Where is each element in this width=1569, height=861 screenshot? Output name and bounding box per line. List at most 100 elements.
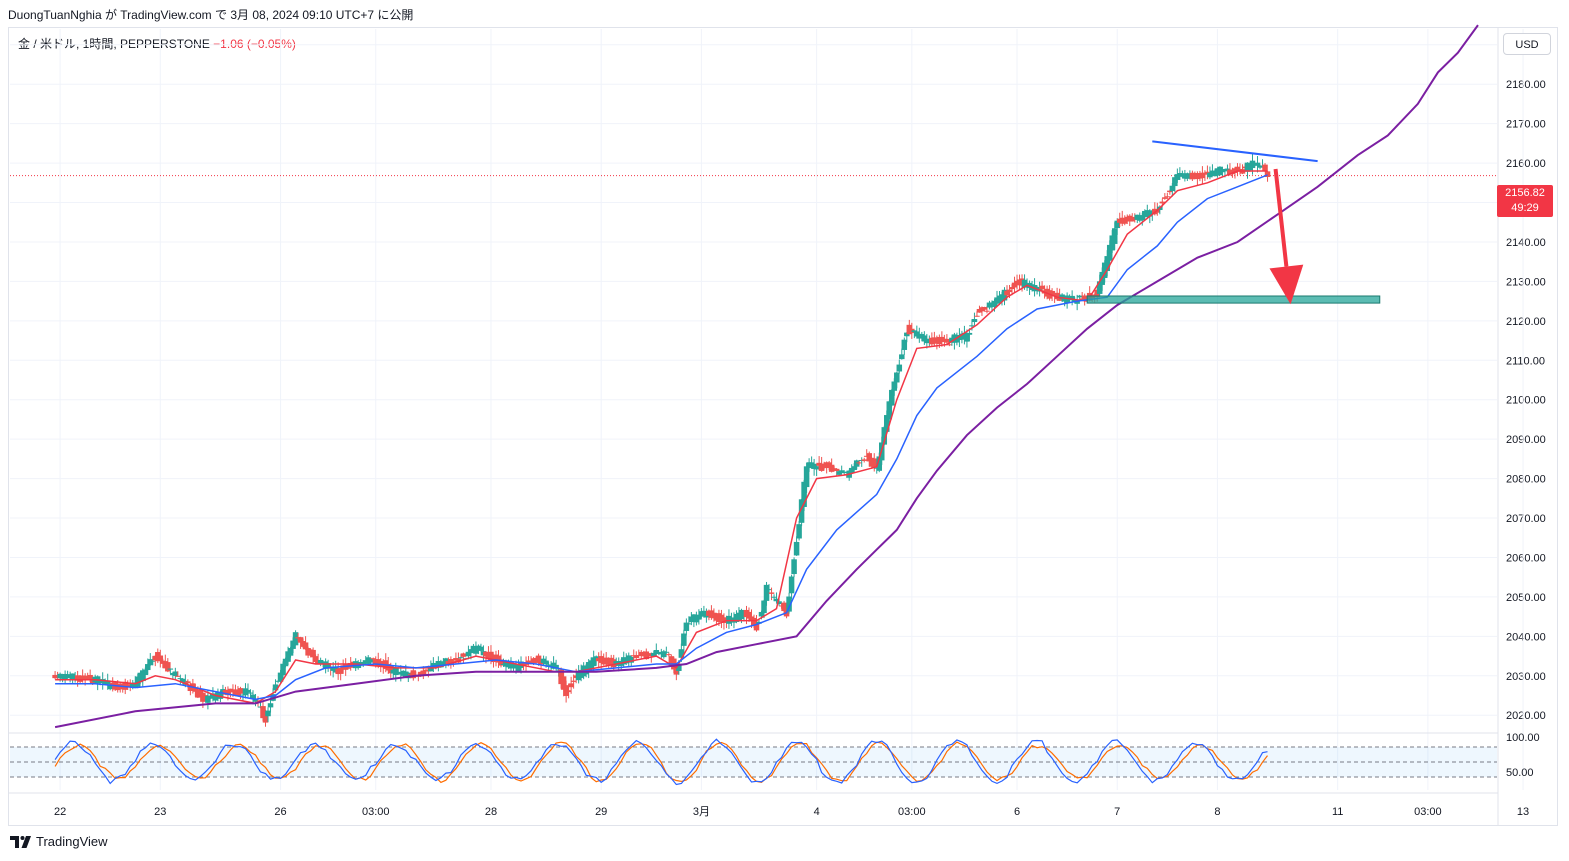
x-tick-label: 11 xyxy=(1332,806,1343,818)
candle-body xyxy=(813,466,820,470)
candle-body xyxy=(841,471,847,474)
candle-body xyxy=(1074,300,1080,304)
candle-body xyxy=(761,600,767,614)
y-tick-label: 2120.00 xyxy=(1506,316,1546,328)
candle-body xyxy=(553,664,559,669)
ma-line-0 xyxy=(55,170,1268,705)
candle-body xyxy=(899,354,905,360)
y-tick-label: 2090.00 xyxy=(1506,434,1546,446)
y-tick-label: 2060.00 xyxy=(1506,552,1546,564)
x-tick-label: 03:00 xyxy=(1414,806,1442,818)
candle-body xyxy=(974,315,980,317)
candle-body xyxy=(455,658,462,663)
last-price-tag: 2156.82 49:29 xyxy=(1497,185,1553,217)
candle-body xyxy=(856,462,862,464)
candle-body xyxy=(766,589,772,591)
candle-body xyxy=(172,671,179,677)
candle-body xyxy=(683,622,690,631)
candle-body xyxy=(292,632,299,646)
candle-body xyxy=(1147,212,1153,217)
y-tick-label: 2140.00 xyxy=(1506,237,1546,249)
candle-body xyxy=(345,667,351,669)
candle-body xyxy=(175,675,181,677)
candle-body xyxy=(57,673,63,679)
candle-body xyxy=(1096,281,1103,294)
candle-body xyxy=(666,654,672,656)
x-tick-label: 7 xyxy=(1114,806,1120,818)
candle-body xyxy=(393,667,399,676)
candle-body xyxy=(1139,215,1146,221)
candle-body xyxy=(889,389,895,406)
support-zone xyxy=(1086,295,1381,304)
candle-body xyxy=(165,662,171,672)
x-tick-label: 03:00 xyxy=(362,806,390,818)
candle-body xyxy=(861,459,867,461)
candle-body xyxy=(871,458,877,468)
currency-button[interactable]: USD xyxy=(1503,33,1551,55)
candle-body xyxy=(498,659,504,666)
candle-body xyxy=(721,617,727,623)
candle-body xyxy=(686,623,692,625)
candle-body xyxy=(450,660,457,662)
x-tick-label: 4 xyxy=(814,806,820,818)
y-tick-label: 2050.00 xyxy=(1506,592,1546,604)
candle-body xyxy=(628,656,635,663)
candle-body xyxy=(991,300,998,308)
x-tick-label: 3月 xyxy=(693,806,710,818)
candle-body xyxy=(302,642,309,650)
symbol-legend: 金 / 米ドル, 1時間, PEPPERSTONE −1.06 (−0.05%) xyxy=(18,35,296,52)
candle-body xyxy=(310,649,316,658)
candle-body xyxy=(337,667,344,674)
candle-body xyxy=(473,647,479,654)
candle-body xyxy=(167,668,174,670)
candle-body xyxy=(1121,219,1128,224)
candle-body xyxy=(104,680,111,685)
candle-body xyxy=(1204,171,1211,173)
y-tick-label: 2020.00 xyxy=(1506,710,1546,722)
candle-body xyxy=(678,649,685,658)
brand-label: TradingView xyxy=(36,834,108,849)
candle-body xyxy=(771,596,777,598)
candle-body xyxy=(525,660,532,665)
candle-body xyxy=(458,657,464,659)
candle-body xyxy=(758,611,765,617)
tradingview-logo-icon xyxy=(10,835,31,848)
candle-body xyxy=(1106,244,1113,261)
candle-body xyxy=(237,688,244,694)
candle-body xyxy=(776,601,782,605)
candle-body xyxy=(866,453,872,462)
candle-body xyxy=(1111,228,1118,244)
candle-body xyxy=(1009,287,1015,290)
candle-body xyxy=(1172,177,1178,187)
publish-info: DuongTuanNghia が TradingView.com で 3月 08… xyxy=(8,8,414,22)
tradingview-brand[interactable]: TradingView xyxy=(10,834,108,849)
candle-body xyxy=(663,651,670,653)
x-tick-label: 6 xyxy=(1014,806,1020,818)
candle-body xyxy=(946,344,953,346)
candle-body xyxy=(1264,171,1271,178)
candle-body xyxy=(768,592,775,594)
candle-body xyxy=(1081,295,1088,299)
x-tick-label: 8 xyxy=(1214,806,1220,818)
candle-body xyxy=(763,584,770,601)
candle-body xyxy=(465,651,472,657)
candle-body xyxy=(508,662,514,669)
candle-body xyxy=(140,670,146,681)
candle-body xyxy=(803,466,810,488)
candle-body xyxy=(896,364,903,372)
candle-body xyxy=(773,598,780,602)
candle-body xyxy=(1039,285,1045,290)
candle-body xyxy=(285,651,291,662)
candle-body xyxy=(488,651,494,661)
candle-body xyxy=(921,335,928,342)
candle-body xyxy=(1076,295,1083,298)
candle-body xyxy=(250,694,256,699)
candle-body xyxy=(107,684,113,690)
candle-body xyxy=(661,651,667,658)
candle-body xyxy=(570,680,577,682)
candle-body xyxy=(1207,172,1213,178)
chart-frame xyxy=(8,27,1558,826)
y-tick-label: 2130.00 xyxy=(1506,276,1546,288)
candle-body xyxy=(460,653,467,657)
